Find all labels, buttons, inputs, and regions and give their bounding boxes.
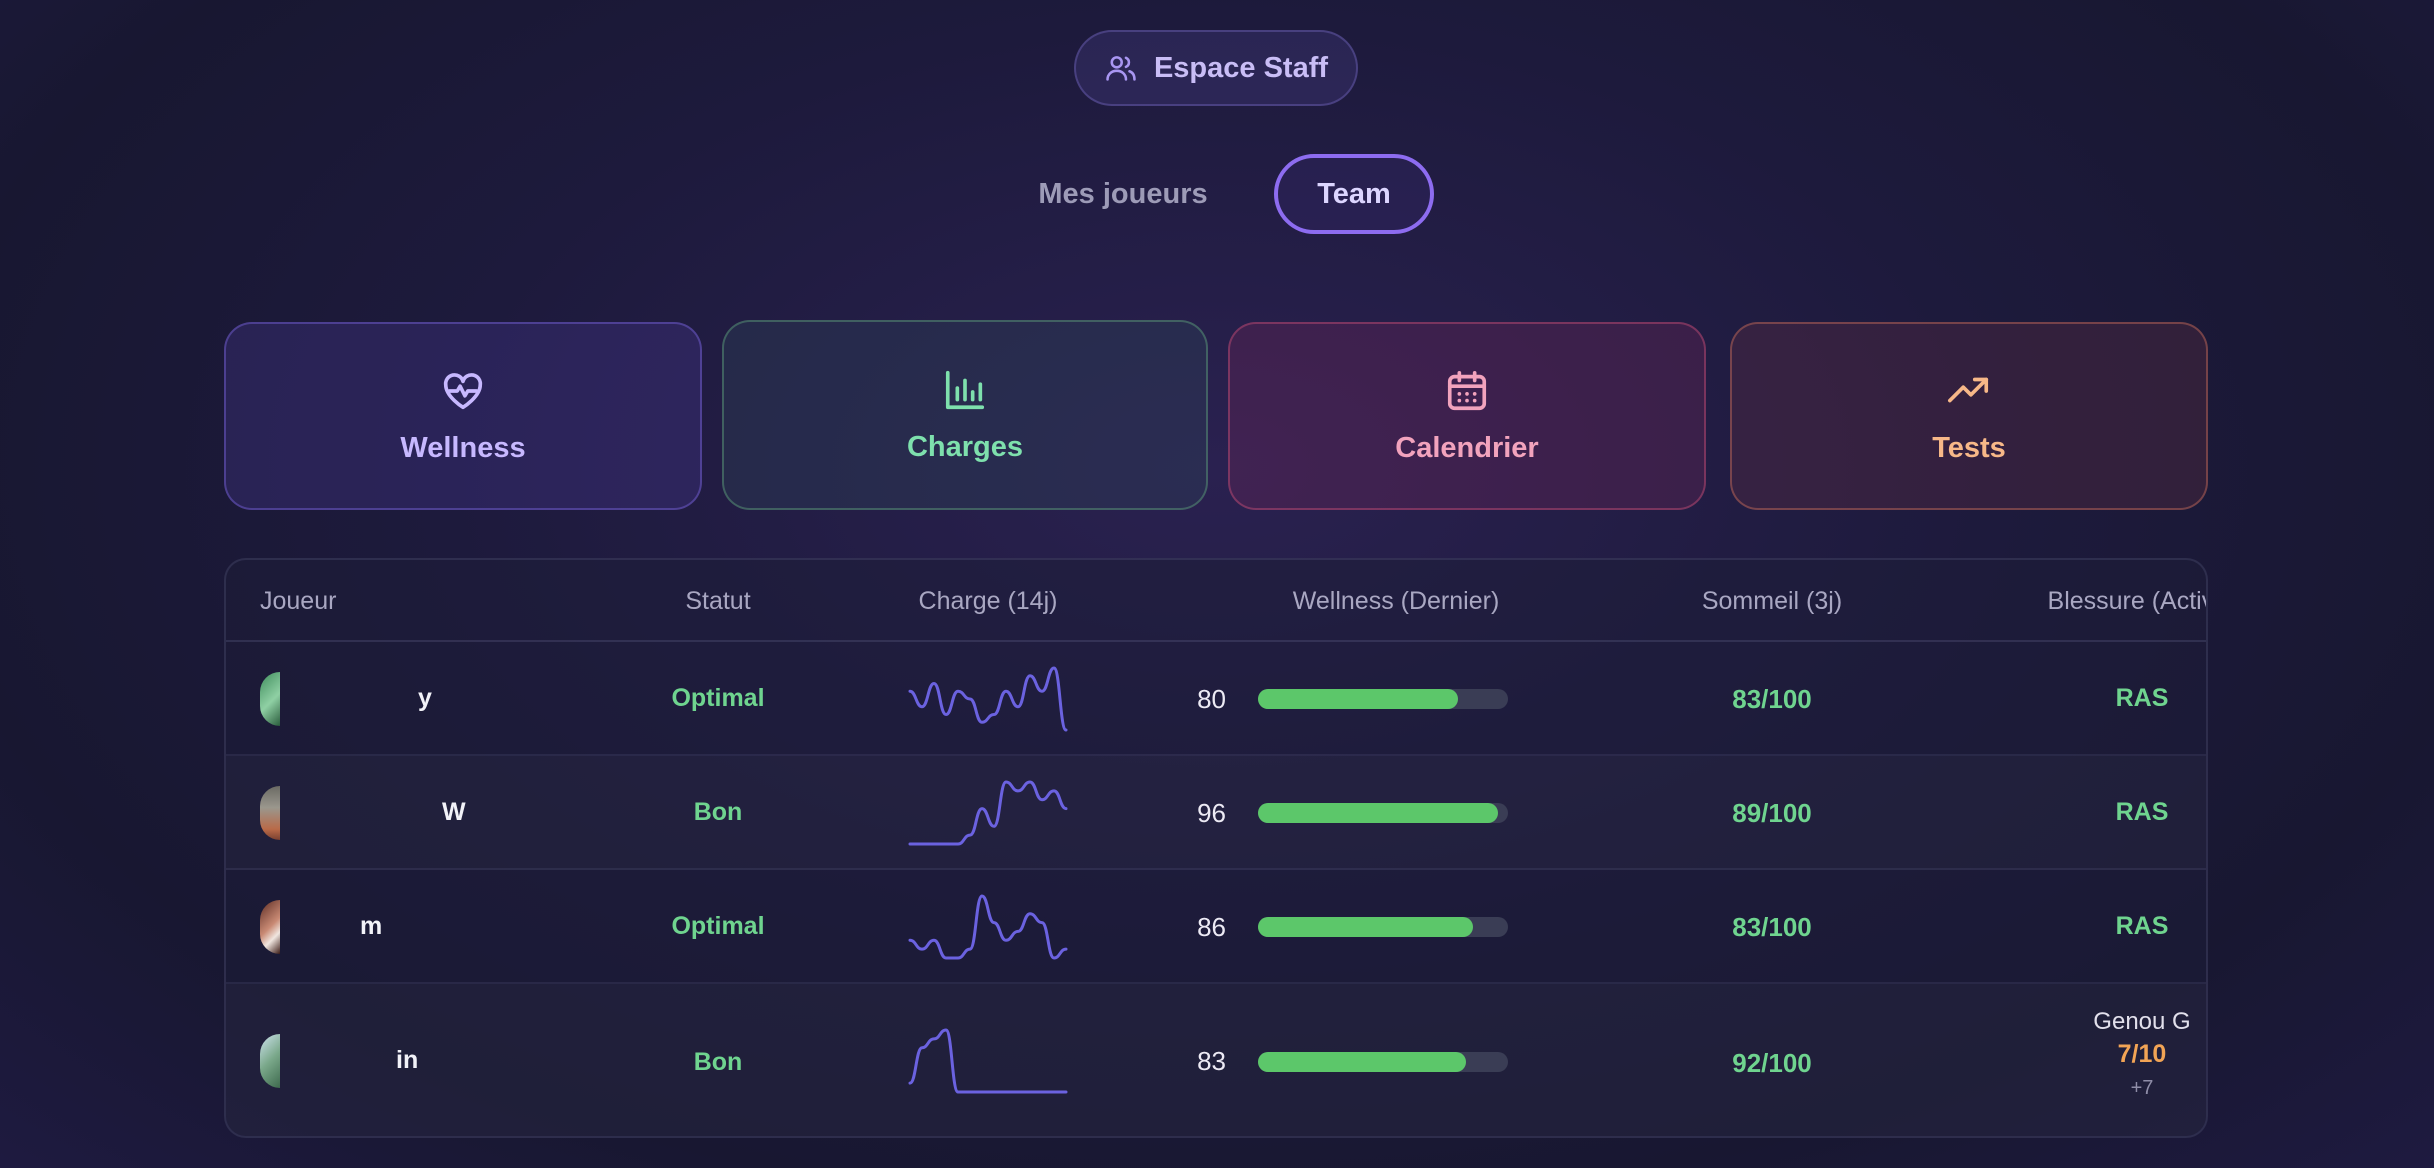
charges-card-label: Charges bbox=[906, 430, 1024, 463]
injury-severity: 7/10 bbox=[2117, 1040, 2167, 1068]
table-row[interactable]: W Bon 96 89/100 RAS bbox=[226, 756, 2206, 870]
wellness-value: 86 bbox=[1197, 912, 1226, 942]
player-name: in bbox=[396, 1046, 419, 1074]
charge-sparkline bbox=[908, 666, 1068, 732]
injury-location: Genou G bbox=[2093, 1008, 2191, 1035]
charge-sparkline-line bbox=[908, 666, 1068, 732]
sleep-score: 83/100 bbox=[1732, 912, 1812, 942]
calendrier-card[interactable]: Calendrier bbox=[1228, 322, 1706, 510]
sleep-score: 83/100 bbox=[1732, 684, 1812, 714]
calendrier-card-label: Calendrier bbox=[1395, 431, 1539, 464]
status-badge: Bon bbox=[693, 798, 743, 826]
wellness-value: 80 bbox=[1197, 684, 1226, 714]
tests-card-label: Tests bbox=[1932, 431, 2006, 464]
wellness-value: 83 bbox=[1197, 1046, 1226, 1076]
column-header-joueur[interactable]: Joueur bbox=[260, 586, 337, 615]
charge-sparkline bbox=[908, 780, 1068, 846]
charge-sparkline-line bbox=[908, 894, 1068, 960]
view-tabs: Mes joueurs Team bbox=[0, 154, 2434, 234]
wellness-bar-fill bbox=[1258, 689, 1458, 709]
players-table: Joueur Statut Charge (14j) Wellness (Der… bbox=[224, 558, 2208, 1138]
charge-sparkline-line bbox=[908, 1028, 1068, 1094]
wellness-bar bbox=[1258, 917, 1508, 937]
table-row[interactable]: in Bon 83 92/100 Genou G 7/10 +7 bbox=[226, 984, 2206, 1136]
table-header: Joueur Statut Charge (14j) Wellness (Der… bbox=[226, 560, 2206, 642]
player-name: y bbox=[418, 684, 432, 712]
bar-chart-icon bbox=[945, 370, 985, 409]
charges-card[interactable]: Charges bbox=[722, 320, 1208, 510]
injury-status: RAS bbox=[2115, 912, 2169, 940]
table-row[interactable]: y Optimal 80 83/100 RAS bbox=[226, 642, 2206, 756]
charge-sparkline bbox=[908, 1028, 1068, 1094]
player-name: W bbox=[442, 798, 466, 826]
wellness-card-label: Wellness bbox=[400, 431, 526, 464]
wellness-card[interactable]: Wellness bbox=[224, 322, 702, 510]
column-header-sommeil[interactable]: Sommeil (3j) bbox=[1701, 586, 1843, 615]
avatar bbox=[260, 672, 280, 726]
wellness-bar bbox=[1258, 1052, 1508, 1072]
injury-more-count[interactable]: +7 bbox=[2130, 1077, 2154, 1099]
injury-status: RAS bbox=[2115, 798, 2169, 826]
tests-card[interactable]: Tests bbox=[1730, 322, 2208, 510]
column-header-wellness[interactable]: Wellness (Dernier) bbox=[1292, 586, 1500, 615]
sleep-score: 89/100 bbox=[1732, 798, 1812, 828]
injury-status: RAS bbox=[2115, 684, 2169, 712]
wellness-bar bbox=[1258, 803, 1508, 823]
status-badge: Optimal bbox=[671, 912, 765, 940]
wellness-value: 96 bbox=[1197, 798, 1226, 828]
player-name: m bbox=[360, 912, 383, 940]
status-badge: Bon bbox=[693, 1048, 743, 1076]
sleep-score: 92/100 bbox=[1732, 1048, 1812, 1078]
calendar-icon bbox=[1447, 370, 1487, 410]
column-header-blessure[interactable]: Blessure (Active) bbox=[2047, 586, 2206, 615]
wellness-bar bbox=[1258, 689, 1508, 709]
trending-up-icon bbox=[1948, 377, 1989, 402]
wellness-bar-fill bbox=[1258, 1052, 1466, 1072]
wellness-bar-fill bbox=[1258, 803, 1498, 823]
avatar bbox=[260, 786, 280, 840]
tab-team[interactable]: Team bbox=[1274, 154, 1434, 234]
tab-mes-joueurs[interactable]: Mes joueurs bbox=[1038, 177, 1208, 210]
charge-sparkline-line bbox=[908, 780, 1068, 846]
status-badge: Optimal bbox=[671, 684, 765, 712]
avatar bbox=[260, 1034, 280, 1088]
wellness-bar-fill bbox=[1258, 917, 1473, 937]
users-icon bbox=[1106, 56, 1136, 81]
column-header-statut[interactable]: Statut bbox=[685, 586, 751, 615]
staff-space-label: Espace Staff bbox=[1153, 51, 1329, 84]
charge-sparkline bbox=[908, 894, 1068, 960]
heart-pulse-icon bbox=[443, 372, 483, 409]
column-header-charge[interactable]: Charge (14j) bbox=[918, 586, 1058, 615]
injury-details[interactable]: Genou G 7/10 +7 bbox=[1992, 1008, 2206, 1100]
avatar bbox=[260, 900, 280, 954]
staff-space-button[interactable]: Espace Staff bbox=[1074, 30, 1358, 106]
table-row[interactable]: m Optimal 86 83/100 RAS bbox=[226, 870, 2206, 984]
